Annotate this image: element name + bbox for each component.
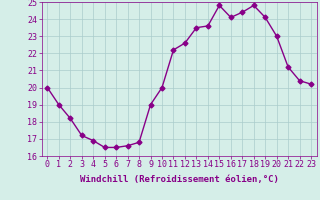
X-axis label: Windchill (Refroidissement éolien,°C): Windchill (Refroidissement éolien,°C) — [80, 175, 279, 184]
